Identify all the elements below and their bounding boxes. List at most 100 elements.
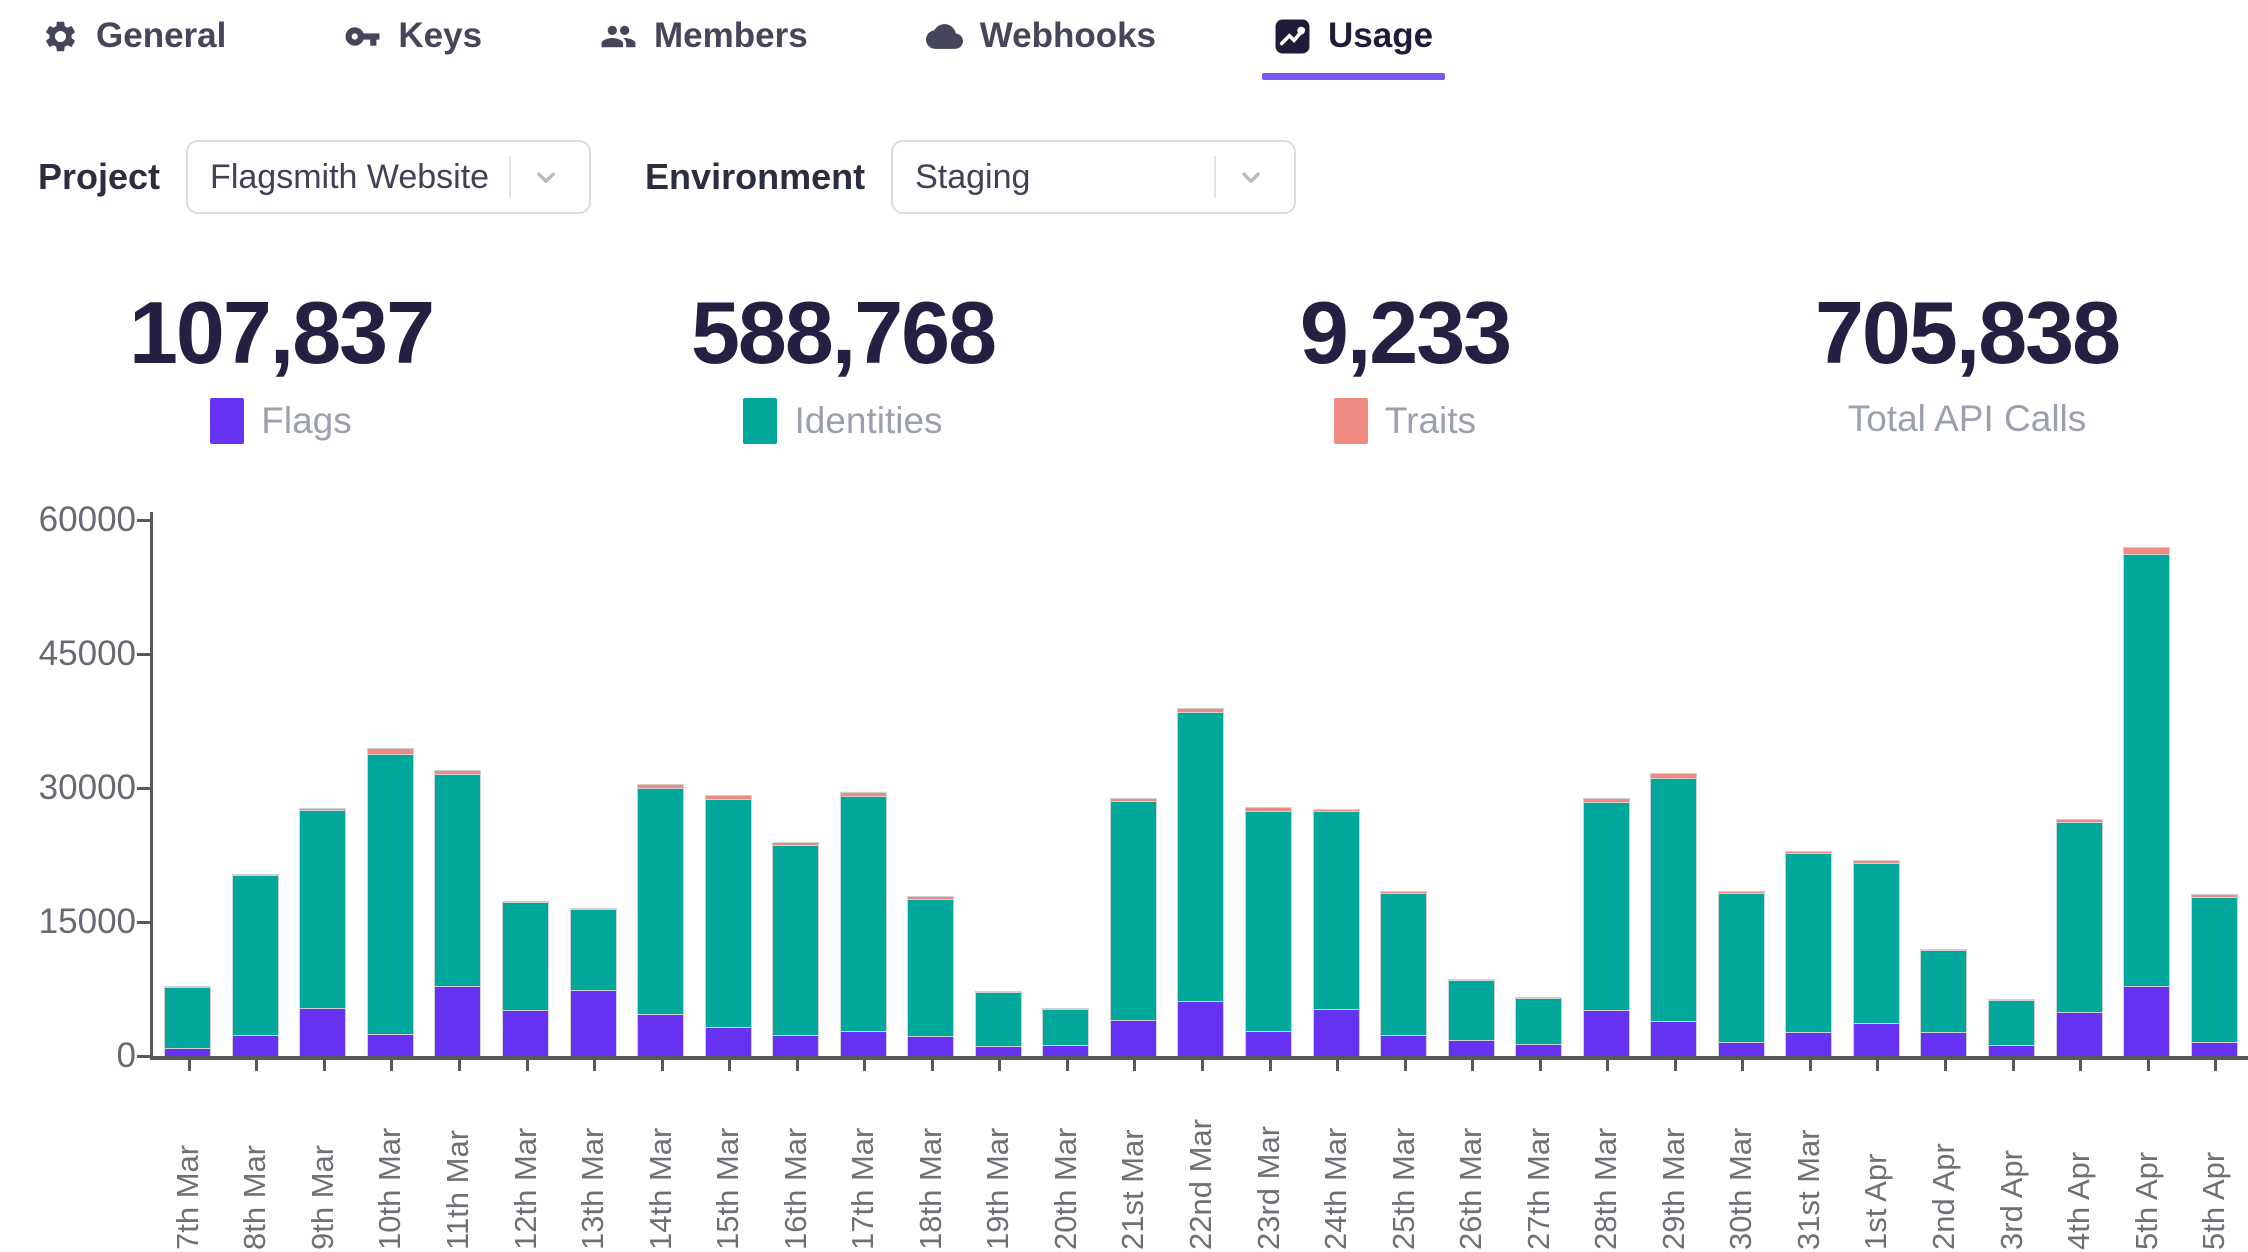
flags-segment xyxy=(772,1035,820,1056)
bar-7th-mar[interactable] xyxy=(164,986,212,1056)
bar-15th-mar[interactable] xyxy=(704,795,752,1056)
x-label-slot: 19th Mar xyxy=(965,1060,1033,1250)
traits-segment xyxy=(1717,890,1765,894)
traits-segment xyxy=(231,873,279,876)
bar-26th-mar[interactable] xyxy=(1447,978,1495,1056)
y-axis-tick xyxy=(137,921,151,924)
x-axis-tick xyxy=(1471,1060,1475,1071)
bar-11th-mar[interactable] xyxy=(434,770,482,1056)
x-label-slot: 28th Mar xyxy=(1572,1060,1640,1250)
tab-general[interactable]: General xyxy=(42,16,226,56)
project-select[interactable]: Flagsmith Website xyxy=(186,140,592,214)
bar-slot xyxy=(357,520,425,1056)
stat-value: 588,768 xyxy=(690,283,997,382)
bar-3rd-apr[interactable] xyxy=(1988,998,2036,1056)
bar-12th-mar[interactable] xyxy=(502,900,549,1056)
bar-20th-mar[interactable] xyxy=(1042,1008,1090,1056)
tab-keys[interactable]: Keys xyxy=(344,16,482,56)
identities-segment xyxy=(164,987,212,1048)
traits-segment xyxy=(704,795,752,799)
identities-segment xyxy=(2055,822,2103,1013)
chevron-down-icon xyxy=(1242,172,1260,183)
bar-14th-mar[interactable] xyxy=(637,784,685,1056)
identities-segment xyxy=(569,908,617,990)
x-axis-tick xyxy=(322,1060,326,1071)
bar-slot xyxy=(1302,520,1370,1056)
bar-slot xyxy=(1370,520,1438,1056)
x-label-slot: 13th Mar xyxy=(559,1060,627,1250)
bar-19th-mar[interactable] xyxy=(974,990,1022,1056)
bar-8th-mar[interactable] xyxy=(231,873,279,1056)
bar-25th-mar[interactable] xyxy=(1380,890,1428,1056)
x-axis-tick xyxy=(795,1060,799,1071)
bar-16th-mar[interactable] xyxy=(772,841,820,1056)
bar-22nd-mar[interactable] xyxy=(1177,707,1225,1056)
stats-row: 107,837 Flags 588,768 Identities 9,233 Traits… xyxy=(0,282,2248,444)
x-axis-tick xyxy=(1403,1060,1407,1071)
bar-2nd-apr[interactable] xyxy=(1920,948,1968,1056)
bar-23rd-mar[interactable] xyxy=(1245,806,1293,1056)
y-axis-label: 45000 xyxy=(38,634,136,673)
x-label-slot: 31st Mar xyxy=(1775,1060,1843,1250)
divider xyxy=(509,156,512,198)
bar-slot xyxy=(424,520,492,1056)
identities-segment xyxy=(502,901,549,1011)
stat-value: 107,837 xyxy=(128,283,435,382)
tab-webhooks[interactable]: Webhooks xyxy=(925,16,1156,56)
gear-icon xyxy=(46,21,75,51)
tab-members[interactable]: Members xyxy=(600,16,808,56)
bar-slot xyxy=(762,520,830,1056)
x-label-slot: 1st Apr xyxy=(1843,1060,1911,1250)
traits-segment xyxy=(1245,806,1293,811)
bar-slot xyxy=(289,520,357,1056)
tab-label: Members xyxy=(654,16,808,55)
x-axis-label: 27th Mar xyxy=(1520,1127,1556,1250)
bar-slot xyxy=(965,520,1033,1056)
bars-area xyxy=(154,520,2248,1056)
bar-5th-apr[interactable] xyxy=(2123,546,2171,1056)
bar-slot xyxy=(1978,520,2046,1056)
chevron-down-icon xyxy=(537,172,555,183)
x-axis-label: 22nd Mar xyxy=(1182,1119,1218,1250)
stat-traits: 9,233 Traits xyxy=(1124,282,1686,444)
x-label-slot: 16th Mar xyxy=(762,1060,830,1250)
bar-slot xyxy=(1708,520,1776,1056)
bar-29th-mar[interactable] xyxy=(1650,772,1698,1056)
flags-segment xyxy=(569,989,617,1056)
tab-bar: General Keys Members Webhooks Usage xyxy=(42,16,1446,80)
bar-slot xyxy=(1167,520,1235,1056)
x-axis-label: 9th Mar xyxy=(304,1144,340,1250)
bar-18th-mar[interactable] xyxy=(907,896,955,1056)
bar-21st-mar[interactable] xyxy=(1109,797,1157,1056)
bar-4th-apr[interactable] xyxy=(2055,819,2103,1056)
identities-segment xyxy=(2123,553,2171,987)
stat-identities: 588,768 Identities xyxy=(562,282,1124,444)
bar-slot xyxy=(829,520,897,1056)
bar-31st-mar[interactable] xyxy=(1785,850,1833,1056)
flags-segment xyxy=(974,1046,1022,1056)
tab-usage[interactable]: Usage xyxy=(1262,16,1446,80)
environment-select[interactable]: Staging xyxy=(891,140,1297,214)
stat-value: 705,838 xyxy=(1814,283,2121,382)
bar-28th-mar[interactable] xyxy=(1582,797,1630,1056)
bar-24th-mar[interactable] xyxy=(1312,808,1360,1056)
y-axis-label: 15000 xyxy=(38,902,136,941)
identities-segment xyxy=(974,991,1022,1047)
bar-1st-apr[interactable] xyxy=(1852,860,1900,1056)
bar-10th-mar[interactable] xyxy=(366,747,414,1056)
x-axis-label: 28th Mar xyxy=(1588,1127,1624,1250)
traits-segment xyxy=(1988,998,2036,1000)
bar-17th-mar[interactable] xyxy=(839,791,887,1056)
bar-13th-mar[interactable] xyxy=(569,907,617,1056)
x-label-slot: 14th Mar xyxy=(627,1060,695,1250)
bar-9th-mar[interactable] xyxy=(299,807,347,1056)
flags-segment xyxy=(366,1033,414,1056)
bar-slot xyxy=(154,520,222,1056)
x-axis-label: 13th Mar xyxy=(575,1127,611,1250)
bar-27th-mar[interactable] xyxy=(1515,996,1563,1056)
bar-5th-apr[interactable] xyxy=(2190,894,2238,1056)
x-label-slot: 20th Mar xyxy=(1032,1060,1100,1250)
bar-30th-mar[interactable] xyxy=(1717,890,1765,1056)
traits-segment xyxy=(1109,797,1157,801)
x-axis-label: 14th Mar xyxy=(642,1127,678,1250)
